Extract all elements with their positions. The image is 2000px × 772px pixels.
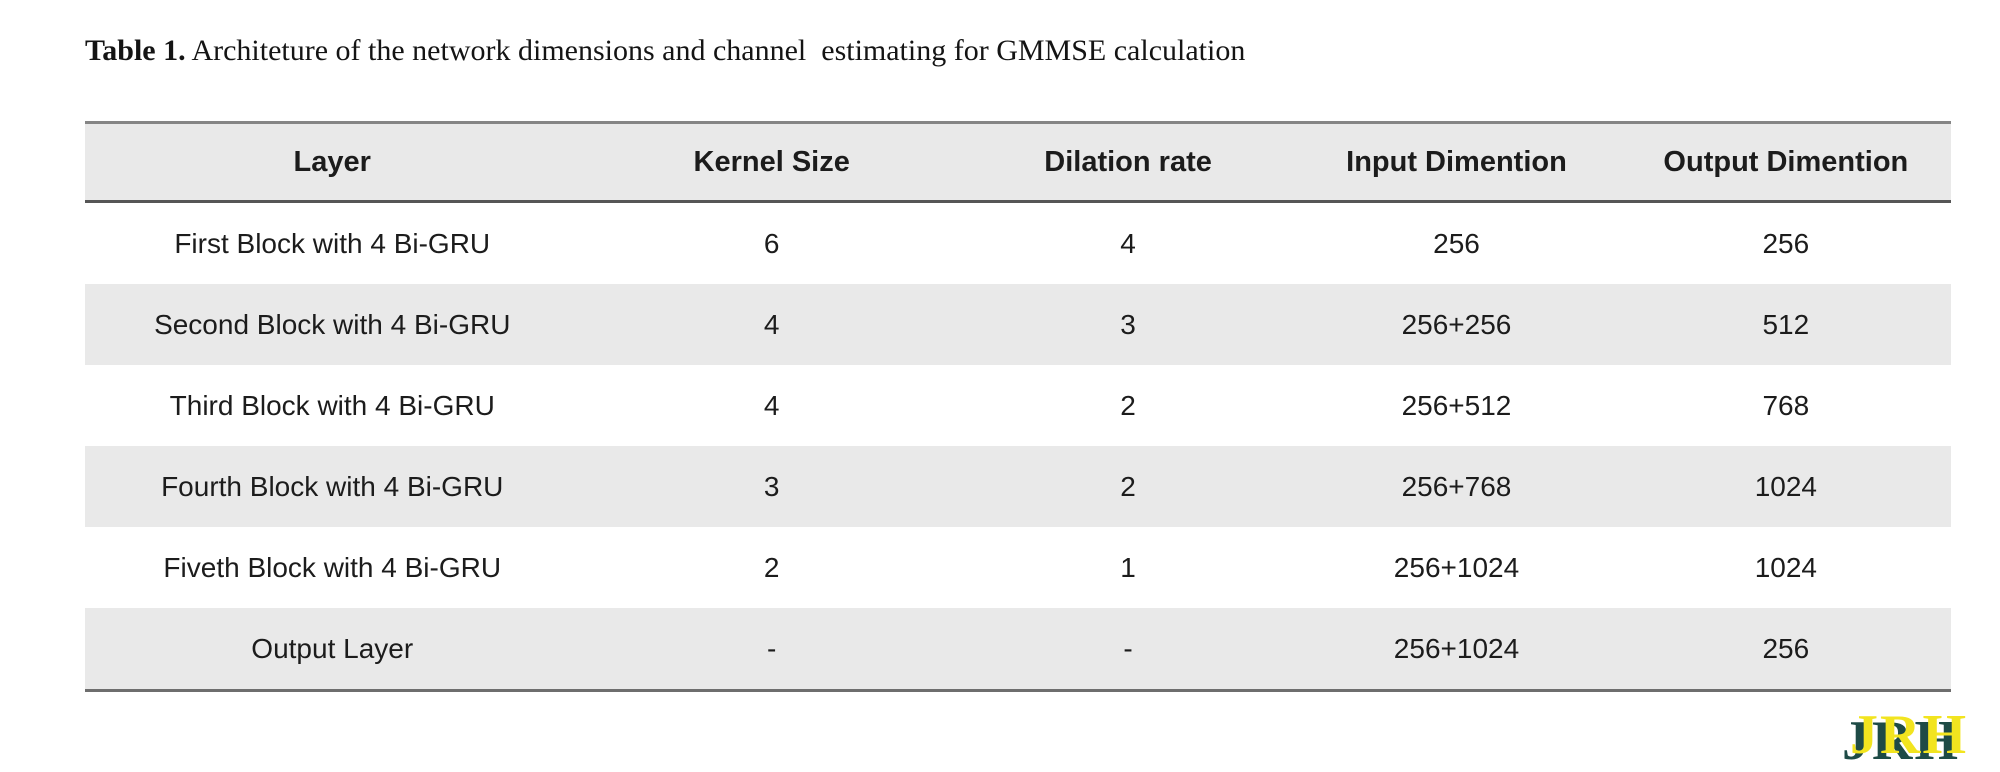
cell-input-dimention: 256+512: [1401, 389, 1512, 421]
table-row: Output Layer - - 256+1024 256: [85, 608, 1951, 691]
journal-logo-text: JRH: [1850, 704, 1968, 766]
cell-input-dimention: 256: [1433, 227, 1480, 259]
cell-output-dimention: 256: [1762, 632, 1810, 664]
column-header-layer: Layer: [293, 145, 371, 178]
cell-dilation-rate: 2: [1120, 389, 1136, 421]
cell-input-dimention: 256+768: [1401, 470, 1512, 502]
cell-input-dimention: 256+1024: [1393, 551, 1520, 583]
table-body: First Block with 4 Bi-GRU 6 4 256 256 Se…: [85, 202, 1951, 691]
cell-output-dimention: 1024: [1754, 470, 1817, 502]
cell-dilation-rate: 2: [1120, 470, 1136, 502]
cell-layer: First Block with 4 Bi-GRU: [174, 227, 491, 259]
table-caption-text: Architeture of the network dimensions an…: [185, 34, 1246, 67]
table-caption-label: Table 1.: [85, 34, 186, 67]
journal-logo-shadow-text: JRH: [1842, 710, 1960, 772]
column-header-input-dimention: Input Dimention: [1346, 145, 1567, 178]
cell-layer: Fourth Block with 4 Bi-GRU: [161, 470, 504, 502]
table-row: Fourth Block with 4 Bi-GRU 3 2 256+768 1…: [85, 446, 1951, 527]
cell-dilation-rate: 4: [1120, 227, 1136, 259]
table-header-row: Layer Kernel Size Dilation rate Input Di…: [85, 122, 1951, 202]
cell-output-dimention: 512: [1762, 308, 1810, 340]
architecture-table-container: Layer Kernel Size Dilation rate Input Di…: [85, 121, 1951, 692]
architecture-table: Layer Kernel Size Dilation rate Input Di…: [85, 121, 1951, 692]
cell-kernel-size: 3: [763, 470, 780, 502]
table-caption: Table 1. Architeture of the network dime…: [85, 34, 1245, 68]
cell-input-dimention: 256+1024: [1393, 632, 1520, 664]
table-row: Second Block with 4 Bi-GRU 4 3 256+256 5…: [85, 284, 1951, 365]
journal-logo: JRH JRH: [1842, 704, 1974, 772]
table-row: First Block with 4 Bi-GRU 6 4 256 256: [85, 202, 1951, 285]
cell-dilation-rate: 3: [1120, 308, 1136, 340]
cell-output-dimention: 256: [1762, 227, 1810, 259]
cell-layer: Second Block with 4 Bi-GRU: [154, 308, 511, 340]
cell-input-dimention: 256+256: [1401, 308, 1512, 340]
cell-dilation-rate: 1: [1120, 551, 1136, 583]
cell-layer: Output Layer: [251, 632, 414, 664]
cell-kernel-size: 6: [763, 227, 780, 259]
table-header: Layer Kernel Size Dilation rate Input Di…: [85, 122, 1951, 202]
cell-kernel-size: 2: [763, 551, 780, 583]
cell-dilation-rate: -: [1123, 632, 1133, 664]
cell-kernel-size: 4: [763, 389, 780, 421]
table-row: Third Block with 4 Bi-GRU 4 2 256+512 76…: [85, 365, 1951, 446]
column-header-dilation-rate: Dilation rate: [1044, 145, 1212, 178]
cell-kernel-size: 4: [763, 308, 780, 340]
table-row: Fiveth Block with 4 Bi-GRU 2 1 256+1024 …: [85, 527, 1951, 608]
cell-output-dimention: 1024: [1754, 551, 1817, 583]
column-header-output-dimention: Output Dimention: [1663, 145, 1909, 178]
cell-kernel-size: -: [767, 632, 777, 664]
cell-layer: Third Block with 4 Bi-GRU: [169, 389, 495, 421]
cell-output-dimention: 768: [1762, 389, 1810, 421]
cell-layer: Fiveth Block with 4 Bi-GRU: [163, 551, 502, 583]
column-header-kernel-size: Kernel Size: [693, 145, 850, 178]
